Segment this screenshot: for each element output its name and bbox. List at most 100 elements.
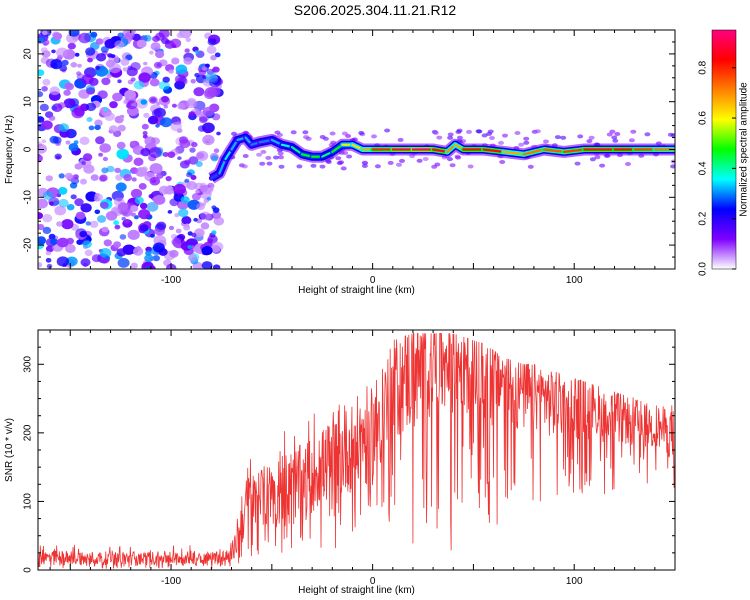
noise-blob: [96, 53, 107, 62]
noise-blob: [133, 157, 144, 166]
figure-title: S206.2025.304.11.21.R12: [293, 2, 457, 18]
noise-blob: [167, 151, 176, 158]
noise-blob: [126, 67, 138, 77]
noise-blob: [190, 79, 196, 84]
noise-blob: [181, 216, 192, 225]
noise-blob: [48, 197, 60, 207]
noise-blob: [212, 264, 221, 269]
noise-blob: [184, 223, 190, 228]
speckle-blob: [256, 152, 263, 157]
noise-blob: [216, 131, 221, 136]
speckle-blob: [340, 166, 347, 171]
noise-blob: [41, 139, 47, 144]
noise-blob: [81, 74, 94, 85]
noise-blob: [42, 214, 53, 223]
noise-blob: [88, 125, 95, 131]
noise-blob: [167, 185, 172, 189]
noise-blob: [64, 82, 73, 90]
speckle-blob: [670, 164, 675, 169]
noise-blob: [100, 201, 109, 209]
speckle-blob: [371, 134, 377, 139]
x-tick-label: -100: [161, 576, 181, 587]
noise-blob: [177, 77, 188, 86]
noise-blob: [165, 176, 172, 182]
noise-blob: [38, 236, 47, 245]
speckle-blob: [475, 129, 482, 134]
speckle-blob: [527, 164, 534, 169]
speckle-blob: [554, 135, 561, 140]
noise-blob: [63, 98, 76, 109]
snr-series-line: [38, 333, 675, 569]
noise-blob: [122, 30, 135, 40]
noise-blob: [184, 48, 190, 53]
noise-blob: [148, 96, 158, 104]
colorbar-tick-label: 0.6: [698, 111, 709, 125]
noise-blob: [40, 47, 48, 53]
speckle-blob: [523, 140, 530, 145]
noise-blob: [114, 224, 121, 230]
noise-blob: [207, 86, 221, 97]
speckle-blob: [277, 151, 284, 156]
noise-blob: [90, 31, 98, 38]
noise-blob: [150, 42, 161, 51]
y-tick-label: -20: [23, 237, 34, 252]
noise-blob: [58, 187, 68, 195]
noise-blob: [156, 221, 167, 230]
speckle-blob: [335, 156, 342, 161]
speckle-blob: [305, 136, 312, 141]
speckle-blob: [534, 129, 541, 134]
speckle-blob: [242, 154, 249, 158]
speckle-blob: [625, 162, 631, 166]
noise-blob: [158, 185, 170, 195]
noise-blob: [169, 249, 179, 258]
noise-blob: [38, 223, 45, 231]
speckle-blob: [397, 137, 404, 142]
speckle-blob: [594, 155, 601, 160]
noise-blob: [41, 86, 48, 92]
noise-blob: [204, 63, 210, 68]
speckle-blob: [577, 134, 584, 139]
speckle-blob: [523, 136, 530, 141]
noise-blob: [177, 156, 182, 161]
noise-blob: [113, 220, 119, 226]
noise-blob: [65, 256, 78, 267]
noise-blob: [183, 57, 193, 65]
speckle-blob: [502, 133, 508, 138]
noise-blob: [103, 107, 109, 112]
noise-blob: [76, 71, 82, 76]
x-axis-label: Height of straight line (km): [298, 285, 415, 296]
speckle-blob: [614, 132, 621, 136]
y-tick-label: 10: [23, 96, 34, 108]
noise-blob: [139, 202, 148, 210]
speckle-blob: [396, 162, 402, 167]
noise-blob: [56, 47, 69, 58]
noise-blob: [52, 136, 62, 144]
noise-blob: [50, 59, 63, 70]
noise-blob: [77, 63, 82, 68]
speckle-blob: [466, 129, 472, 134]
noise-blob: [45, 257, 52, 263]
colorbar: [711, 29, 737, 270]
y-tick-label: 0: [23, 567, 34, 573]
speckle-blob: [447, 132, 454, 137]
speckle-blob: [589, 157, 596, 162]
noise-blob: [213, 216, 225, 226]
noise-blob: [155, 50, 165, 59]
y-tick-label: 200: [23, 424, 34, 441]
noise-blob: [38, 212, 43, 220]
speckle-blob: [499, 160, 506, 164]
noise-blob: [144, 254, 154, 263]
noise-blob: [133, 247, 144, 256]
noise-blob: [58, 173, 65, 179]
noise-blob: [199, 184, 208, 193]
speckle-blob: [265, 155, 272, 160]
speckle-blob: [310, 163, 317, 168]
y-axis-label: SNR (10 * v/v): [4, 418, 15, 482]
noise-blob: [94, 124, 101, 131]
ridge-core: [522, 148, 546, 156]
noise-blob: [134, 196, 144, 205]
noise-blob: [79, 136, 90, 145]
noise-blob: [115, 182, 127, 192]
ridge-core: [482, 148, 505, 153]
noise-blob: [124, 89, 136, 100]
